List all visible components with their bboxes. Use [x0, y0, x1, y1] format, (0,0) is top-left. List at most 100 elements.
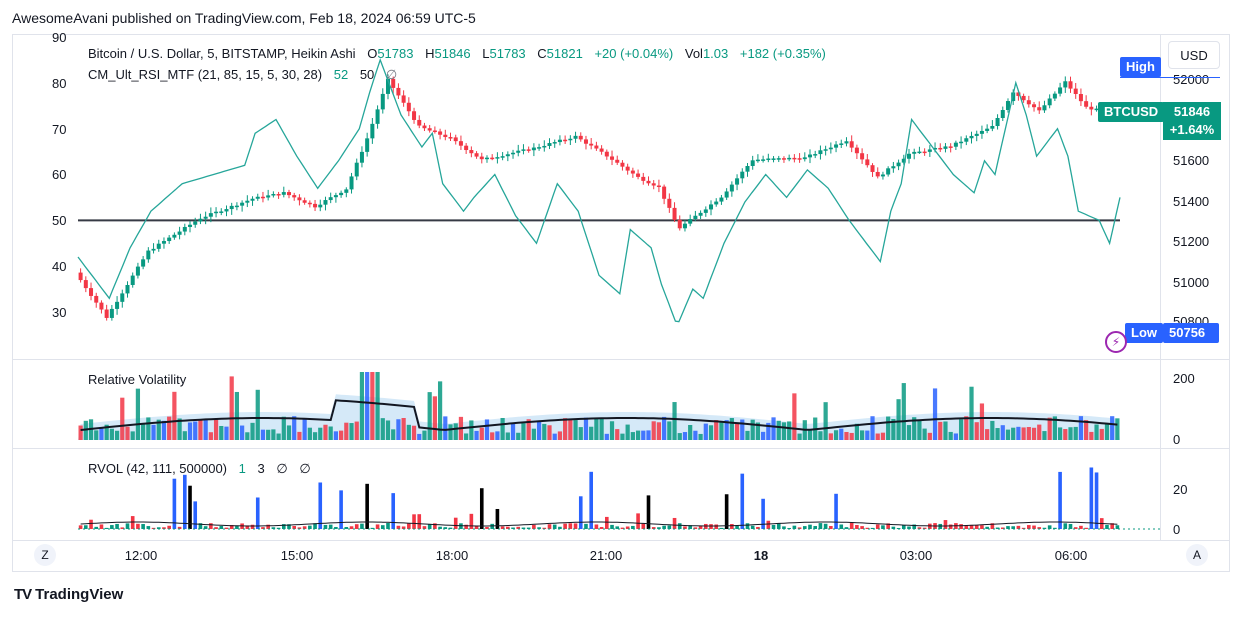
volatility-bar [391, 429, 396, 440]
tradingview-logo[interactable]: TV TradingView [14, 586, 123, 603]
candle-body [448, 137, 453, 139]
candle-body [1042, 105, 1047, 111]
volatility-bar [714, 420, 719, 440]
candle-body [599, 148, 604, 152]
candle-body [578, 135, 583, 140]
last-price: 51846 [1173, 104, 1211, 119]
currency-button[interactable]: USD [1168, 41, 1220, 69]
rvol-bar [422, 526, 427, 529]
time-axis-label: 18:00 [435, 548, 469, 563]
volatility-bar [974, 422, 979, 440]
rvol-bar [308, 525, 312, 529]
volatility-bar [219, 425, 224, 440]
rvol-bar [1058, 471, 1062, 529]
rvol-bar [354, 524, 359, 529]
rvol-bar [688, 525, 692, 529]
rvol-bar [511, 527, 515, 529]
volatility-bar [281, 416, 286, 440]
rvol-bar [610, 524, 614, 529]
candle-body [1026, 100, 1031, 105]
pane-divider-rvol[interactable] [12, 448, 1230, 449]
volatility-bar [339, 430, 344, 440]
volatility-bar [427, 392, 432, 440]
rvol-bar [761, 498, 765, 529]
rvol-bar [662, 525, 666, 529]
candle-body [667, 198, 672, 208]
volatility-bar [130, 431, 135, 440]
candle-body [1078, 94, 1083, 102]
rvol-bar [89, 519, 93, 529]
main-legend[interactable]: Bitcoin / U.S. Dollar, 5, BITSTAMP, Heik… [88, 46, 826, 61]
candle-body [422, 125, 427, 129]
time-axis-label: 06:00 [1054, 548, 1088, 563]
candle-body [630, 170, 635, 174]
rvol-bar [1079, 525, 1083, 529]
candle-body [234, 205, 239, 208]
symbol-title: Bitcoin / U.S. Dollar, 5, BITSTAMP, Heik… [88, 46, 356, 61]
rvol-bar [396, 525, 401, 529]
time-axis-label: 18 [753, 548, 769, 563]
rvol-bar [380, 525, 385, 529]
volatility-bar [912, 417, 917, 440]
volatility-bar [745, 430, 750, 440]
rvol-bar [1115, 525, 1120, 529]
candle-body [198, 218, 203, 222]
rvol-bar [407, 523, 411, 529]
volatility-bar [375, 372, 380, 440]
price-scale-divider [1160, 34, 1161, 540]
candle-body [120, 293, 125, 302]
rvol-value-3: ∅ [276, 461, 288, 476]
rvol-bar [589, 471, 593, 529]
rvol-bar [349, 526, 354, 529]
volatility-legend[interactable]: Relative Volatility [88, 372, 187, 387]
nav-left-button[interactable]: Z [34, 544, 56, 566]
volatility-bar [979, 403, 985, 440]
rvol-bar [881, 525, 885, 529]
candle-body [490, 157, 495, 160]
volatility-bar [177, 418, 182, 440]
candle-body [94, 295, 99, 303]
rvol-bar [287, 524, 291, 529]
volatility-bar [1026, 427, 1031, 440]
volatility-band [78, 394, 1120, 440]
rsi-legend[interactable]: CM_Ult_RSI_MTF (21, 85, 15, 5, 30, 28) 5… [88, 67, 397, 83]
rsi-axis-label: 50 [52, 213, 67, 228]
rvol-bar [907, 526, 911, 529]
rvol-bar [578, 496, 583, 529]
rvol-bar [1027, 525, 1031, 529]
volatility-bar [141, 423, 146, 440]
open-value: 51783 [377, 46, 414, 61]
volatility-bar [234, 391, 240, 440]
rsi-axis-label: 70 [52, 122, 67, 137]
rvol-bar [193, 501, 198, 529]
candle-body [365, 138, 370, 152]
rvol-bar [506, 526, 510, 529]
volatility-bar [734, 422, 740, 440]
volatility-bar [167, 416, 172, 440]
rvol-bar [740, 473, 745, 529]
volatility-bar [135, 388, 141, 440]
rvol-bar [427, 524, 432, 529]
lightning-icon[interactable]: ⚡ [1105, 331, 1127, 353]
rvol-legend[interactable]: RVOL (42, 111, 500000) 1 3 ∅ ∅ [88, 461, 311, 477]
rvol-bar [886, 523, 890, 529]
publisher-line: AwesomeAvani published on TradingView.co… [12, 10, 476, 26]
rvol-bar [974, 525, 979, 529]
volatility-bar [312, 432, 318, 440]
candle-body [1000, 110, 1005, 119]
candle-body [266, 195, 271, 198]
tradingview-logo-icon: TV [14, 586, 32, 603]
pane-divider-volatility[interactable] [12, 359, 1230, 360]
nav-right-button[interactable]: A [1186, 544, 1208, 566]
volume-change: +182 (+0.35%) [739, 46, 826, 61]
candle-body [438, 131, 443, 135]
candle-body [969, 135, 974, 139]
candle-body [323, 200, 328, 205]
rvol-bar [479, 488, 484, 529]
candle-body [985, 128, 990, 131]
volatility-bar [818, 431, 823, 440]
volatility-bar [328, 426, 333, 440]
volatility-bar [886, 416, 891, 440]
candle-body [974, 133, 979, 136]
